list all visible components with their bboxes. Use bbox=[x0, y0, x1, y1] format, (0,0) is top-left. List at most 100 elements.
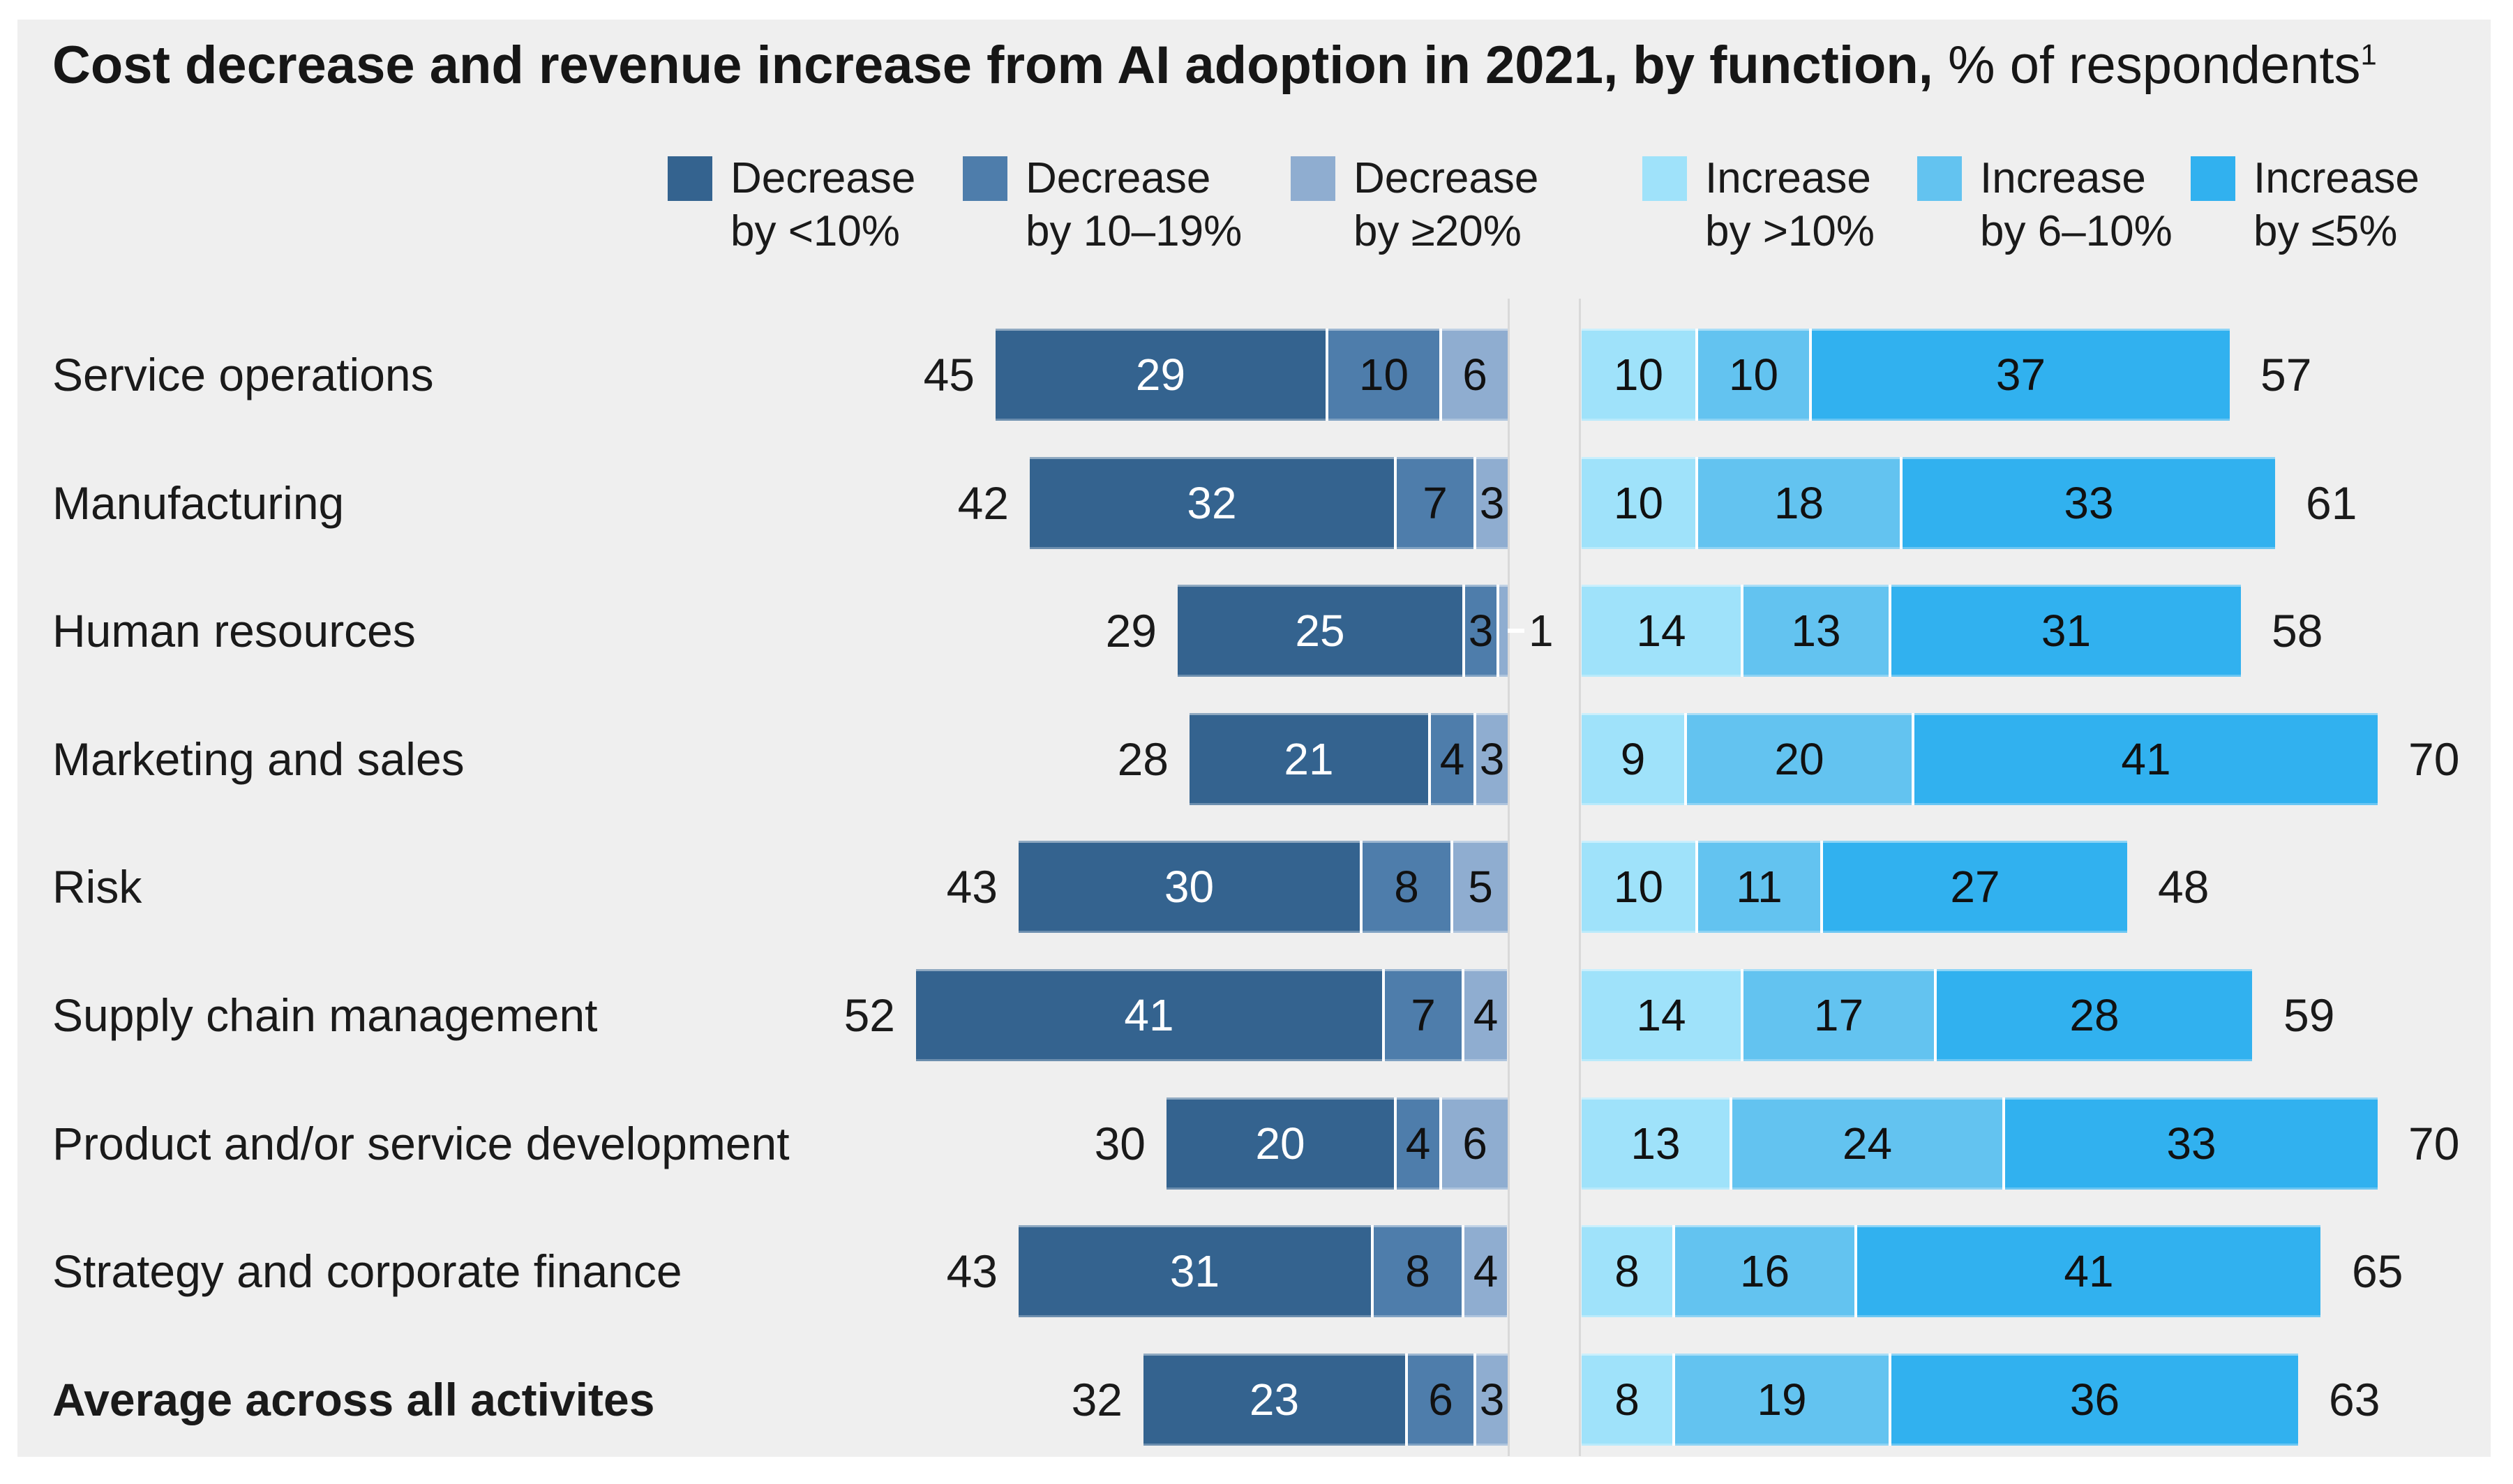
increase-total-value: 70 bbox=[2408, 733, 2460, 785]
chart-title-suffix-text: % of respondents bbox=[1933, 36, 2361, 95]
bar-segment: 10 bbox=[1326, 329, 1439, 421]
segment-value: 14 bbox=[1636, 990, 1686, 1040]
increase-bar: 8 19 36 bbox=[1582, 1354, 2298, 1446]
bar-segment: 4 bbox=[1428, 713, 1473, 805]
legend-swatch-icon bbox=[1291, 156, 1335, 201]
decrease-total-value: 29 bbox=[1105, 605, 1157, 657]
legend-label-line2: by 10–19% bbox=[1026, 207, 1243, 255]
bar-segment: 16 bbox=[1672, 1225, 1854, 1317]
bar-segment: 20 bbox=[1167, 1097, 1394, 1190]
segment-value: 6 bbox=[1462, 1118, 1487, 1169]
increase-total-value: 65 bbox=[2352, 1245, 2403, 1297]
legend-item-3: Decrease by ≥20% bbox=[1291, 152, 1538, 258]
increase-bar: 14 13 31 bbox=[1582, 585, 2241, 677]
segment-value: 37 bbox=[1995, 350, 2046, 400]
segment-value: 20 bbox=[1255, 1118, 1305, 1169]
decrease-total-value: 28 bbox=[1117, 733, 1169, 785]
legend-swatch-icon bbox=[668, 156, 712, 201]
bar-segment: 28 bbox=[1934, 969, 2252, 1061]
bar-segment: 13 bbox=[1741, 585, 1889, 677]
category-label: Strategy and corporate finance bbox=[52, 1245, 682, 1297]
increase-bar: 10 18 33 bbox=[1582, 457, 2275, 549]
bar-segment: 8 bbox=[1582, 1354, 1672, 1446]
chart-title-main: Cost decrease and revenue increase from … bbox=[52, 36, 1933, 95]
footnote-marker: 1 bbox=[2360, 38, 2377, 71]
decrease-bar: 30 8 5 bbox=[1019, 841, 1508, 933]
segment-value: 31 bbox=[2041, 606, 2092, 656]
bar-segment: 31 bbox=[1019, 1225, 1371, 1317]
legend-item-6: Increase by ≤5% bbox=[2191, 152, 2420, 258]
segment-value: 6 bbox=[1428, 1374, 1453, 1425]
legend-label-line2: by ≤5% bbox=[2253, 207, 2398, 255]
segment-value: 36 bbox=[2069, 1374, 2120, 1425]
segment-value: 27 bbox=[1950, 862, 2000, 912]
legend-item-2: Decrease by 10–19% bbox=[963, 152, 1242, 258]
segment-value: 10 bbox=[1613, 862, 1664, 912]
axis-line-right bbox=[1579, 299, 1581, 1456]
increase-bar: 13 24 33 bbox=[1582, 1097, 2378, 1190]
segment-value: 16 bbox=[1739, 1246, 1790, 1296]
bar-segment: 31 bbox=[1889, 585, 2241, 677]
segment-value: 4 bbox=[1405, 1118, 1431, 1169]
chart-panel: Cost decrease and revenue increase from … bbox=[17, 20, 2491, 1457]
bar-segment: 3 bbox=[1473, 457, 1508, 549]
category-label: Marketing and sales bbox=[52, 733, 465, 785]
bar-segment: 13 bbox=[1582, 1097, 1730, 1190]
decrease-total-value: 43 bbox=[946, 861, 998, 913]
segment-value: 32 bbox=[1187, 478, 1237, 528]
segment-value: 8 bbox=[1405, 1246, 1430, 1296]
increase-bar: 10 11 27 bbox=[1582, 841, 2127, 933]
legend-label-line2: by 6–10% bbox=[1980, 207, 2173, 255]
segment-value: 18 bbox=[1773, 478, 1824, 528]
bar-segment: 37 bbox=[1809, 329, 2230, 421]
segment-value: 9 bbox=[1620, 734, 1646, 784]
segment-value: 19 bbox=[1757, 1374, 1807, 1425]
bar-segment: 10 bbox=[1582, 841, 1695, 933]
chart-title: Cost decrease and revenue increase from … bbox=[52, 35, 2377, 96]
segment-value: 10 bbox=[1358, 350, 1409, 400]
segment-value: 7 bbox=[1423, 478, 1448, 528]
decrease-total-value: 42 bbox=[957, 477, 1009, 529]
bar-segment: 23 bbox=[1143, 1354, 1405, 1446]
segment-value: 20 bbox=[1774, 734, 1824, 784]
bar-segment: 33 bbox=[1900, 457, 2275, 549]
segment-value: 14 bbox=[1636, 606, 1686, 656]
bar-segment: 24 bbox=[1730, 1097, 2002, 1190]
bar-segment: 4 bbox=[1394, 1097, 1439, 1190]
category-label: Service operations bbox=[52, 349, 434, 400]
segment-value: 4 bbox=[1473, 1246, 1499, 1296]
outside-segment-value: 1 bbox=[1529, 606, 1554, 656]
legend-item-4: Increase by >10% bbox=[1642, 152, 1875, 258]
segment-value: 13 bbox=[1630, 1118, 1681, 1169]
legend-label-line1: Decrease bbox=[1353, 154, 1539, 202]
bar-segment: 6 bbox=[1405, 1354, 1473, 1446]
segment-value: 3 bbox=[1479, 1374, 1505, 1425]
segment-value: 21 bbox=[1284, 734, 1334, 784]
decrease-total-value: 43 bbox=[946, 1245, 998, 1297]
segment-value: 10 bbox=[1613, 350, 1664, 400]
bar-segment: 30 bbox=[1019, 841, 1360, 933]
decrease-bar: 20 4 6 bbox=[1167, 1097, 1508, 1190]
bar-segment bbox=[1496, 585, 1508, 677]
bar-segment: 4 bbox=[1462, 1225, 1507, 1317]
decrease-bar: 23 6 3 bbox=[1143, 1354, 1508, 1446]
decrease-total-value: 32 bbox=[1071, 1374, 1123, 1425]
bar-segment: 41 bbox=[1912, 713, 2378, 805]
segment-value: 29 bbox=[1135, 350, 1186, 400]
segment-value: 41 bbox=[2064, 1246, 2114, 1296]
segment-value: 8 bbox=[1614, 1374, 1640, 1425]
segment-value: 5 bbox=[1468, 862, 1493, 912]
increase-total-value: 63 bbox=[2329, 1374, 2380, 1425]
increase-total-value: 48 bbox=[2158, 861, 2210, 913]
bar-segment: 18 bbox=[1695, 457, 1900, 549]
bar-segment: 32 bbox=[1030, 457, 1394, 549]
bar-segment: 25 bbox=[1178, 585, 1462, 677]
bar-segment: 19 bbox=[1672, 1354, 1889, 1446]
segment-value: 17 bbox=[1813, 990, 1864, 1040]
bar-segment: 27 bbox=[1820, 841, 2127, 933]
legend-item-label: Increase by ≤5% bbox=[2253, 152, 2420, 258]
decrease-bar: 21 4 3 bbox=[1190, 713, 1508, 805]
bar-segment: 6 bbox=[1439, 329, 1508, 421]
legend-item-label: Decrease by 10–19% bbox=[1026, 152, 1242, 258]
bar-segment: 10 bbox=[1582, 457, 1695, 549]
